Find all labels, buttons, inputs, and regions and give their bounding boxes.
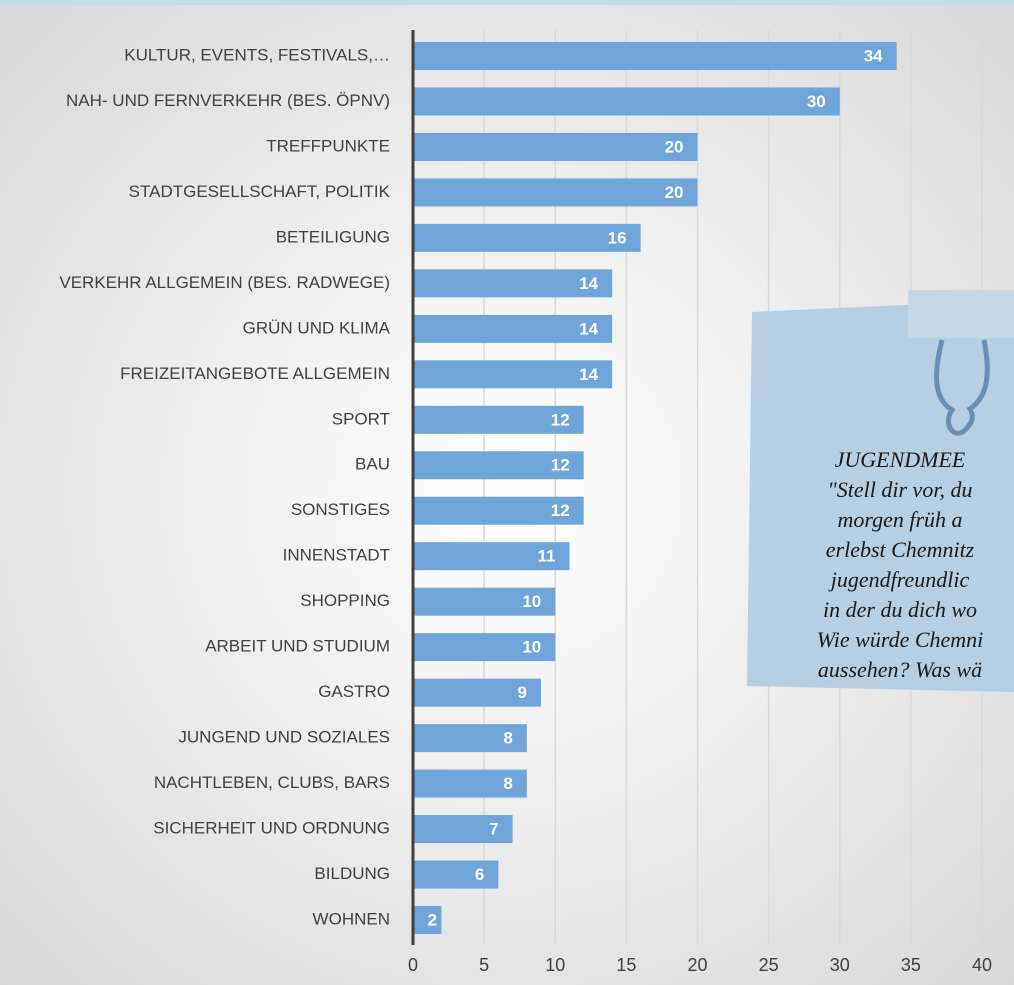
x-tick-label: 35 <box>901 955 921 975</box>
note: JUGENDMEE "Stell dir vor, du morgen früh a… <box>747 290 1014 692</box>
bar <box>413 269 613 298</box>
bar <box>413 496 584 525</box>
bar <box>413 815 513 844</box>
value-label: 11 <box>537 547 555 566</box>
bars: KULTUR, EVENTS, FESTIVALS,… 34 NAH- UND FE… <box>59 42 897 934</box>
bar <box>413 223 641 252</box>
bar <box>413 178 698 207</box>
category-label: INNENSTADT <box>283 546 390 565</box>
bar <box>413 906 442 934</box>
bar <box>413 860 499 889</box>
x-tick-label: 5 <box>479 955 489 975</box>
x-tick-label: 20 <box>687 955 707 975</box>
bar <box>413 542 570 571</box>
category-label: BAU <box>355 455 390 474</box>
value-label: 34 <box>864 46 883 65</box>
bar <box>413 587 556 616</box>
value-label: 10 <box>522 638 541 657</box>
note-line: Wie würde Chemni <box>817 627 984 652</box>
value-label: 14 <box>579 365 598 384</box>
x-tick-label: 10 <box>545 955 565 975</box>
bar <box>413 633 556 662</box>
bar <box>413 405 584 434</box>
note-text: JUGENDMEE "Stell dir vor, du morgen früh a… <box>817 447 984 682</box>
category-label: VERKEHR ALLGEMEIN (BES. RADWEGE) <box>59 273 390 292</box>
category-label: NAH- UND FERNVERKEHR (BES. ÖPNV) <box>66 91 390 110</box>
x-tick-label: 15 <box>616 955 636 975</box>
value-label: 16 <box>608 228 627 247</box>
value-label: 14 <box>579 319 598 338</box>
category-label: SPORT <box>332 409 390 428</box>
bar <box>413 724 527 753</box>
value-label: 12 <box>551 456 570 475</box>
category-label: FREIZEITANGEBOTE ALLGEMEIN <box>120 364 390 383</box>
category-label: BETEILIGUNG <box>276 227 390 246</box>
note-line: "Stell dir vor, du <box>828 477 973 502</box>
bar <box>413 451 584 480</box>
category-label: ARBEIT UND STUDIUM <box>205 637 390 656</box>
category-label: GRÜN UND KLIMA <box>243 318 391 337</box>
category-label: SONSTIGES <box>291 500 390 519</box>
note-line: jugendfreundlic <box>828 567 970 592</box>
category-label: JUNGEND UND SOZIALES <box>178 728 390 747</box>
value-label: 8 <box>503 729 512 748</box>
note-line: morgen früh a <box>837 507 962 532</box>
x-tick-label: 0 <box>408 955 418 975</box>
category-label: SHOPPING <box>300 591 390 610</box>
category-label: BILDUNG <box>314 864 390 883</box>
top-strip <box>0 0 1014 5</box>
bar <box>413 87 840 116</box>
note-line: in der du dich wo <box>823 597 977 622</box>
category-label: SICHERHEIT UND ORDNUNG <box>153 819 390 838</box>
value-label: 9 <box>518 683 527 702</box>
category-label: STADTGESELLSCHAFT, POLITIK <box>129 182 391 201</box>
value-label: 6 <box>475 865 484 884</box>
bar <box>413 360 613 389</box>
value-label: 14 <box>579 274 598 293</box>
x-tick-label: 40 <box>972 955 992 975</box>
value-label: 20 <box>665 183 684 202</box>
bar <box>413 769 527 798</box>
clip-top <box>908 290 1014 338</box>
value-label: 12 <box>551 501 570 520</box>
category-label: WOHNEN <box>313 909 390 928</box>
x-tick-label: 25 <box>759 955 779 975</box>
value-label: 30 <box>807 92 826 111</box>
category-label: GASTRO <box>318 682 390 701</box>
bar <box>413 678 542 707</box>
note-line: JUGENDMEE <box>835 447 966 472</box>
bar <box>413 314 613 343</box>
note-line: erlebst Chemnitz <box>826 537 975 562</box>
category-label: KULTUR, EVENTS, FESTIVALS,… <box>124 45 390 64</box>
category-label: TREFFPUNKTE <box>266 136 390 155</box>
note-paper <box>747 300 1014 692</box>
value-label: 20 <box>665 137 684 156</box>
x-tick-label: 30 <box>830 955 850 975</box>
clip-wire <box>934 339 990 436</box>
value-label: 12 <box>551 410 570 429</box>
category-label: NACHTLEBEN, CLUBS, BARS <box>154 773 390 792</box>
bar <box>413 42 897 70</box>
bar <box>413 132 698 161</box>
note-line: aussehen? Was wä <box>818 657 982 682</box>
value-label: 10 <box>522 592 541 611</box>
value-label: 7 <box>489 820 498 839</box>
value-label: 8 <box>503 774 512 793</box>
value-label: 2 <box>428 910 437 929</box>
